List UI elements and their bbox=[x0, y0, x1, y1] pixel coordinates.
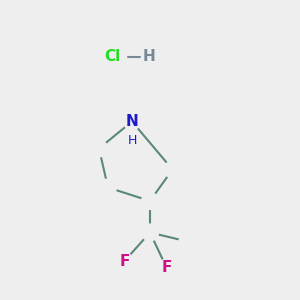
Text: H: H bbox=[127, 134, 137, 148]
Circle shape bbox=[124, 113, 140, 130]
Circle shape bbox=[91, 140, 107, 157]
Circle shape bbox=[142, 193, 158, 209]
Circle shape bbox=[179, 233, 196, 250]
Circle shape bbox=[116, 253, 133, 269]
Text: F: F bbox=[161, 260, 172, 275]
Text: H: H bbox=[142, 50, 155, 64]
Circle shape bbox=[142, 224, 158, 241]
Circle shape bbox=[100, 179, 116, 196]
Circle shape bbox=[158, 259, 175, 276]
Text: Cl: Cl bbox=[104, 50, 121, 64]
Text: N: N bbox=[126, 114, 138, 129]
Circle shape bbox=[164, 161, 181, 178]
Text: F: F bbox=[119, 254, 130, 268]
